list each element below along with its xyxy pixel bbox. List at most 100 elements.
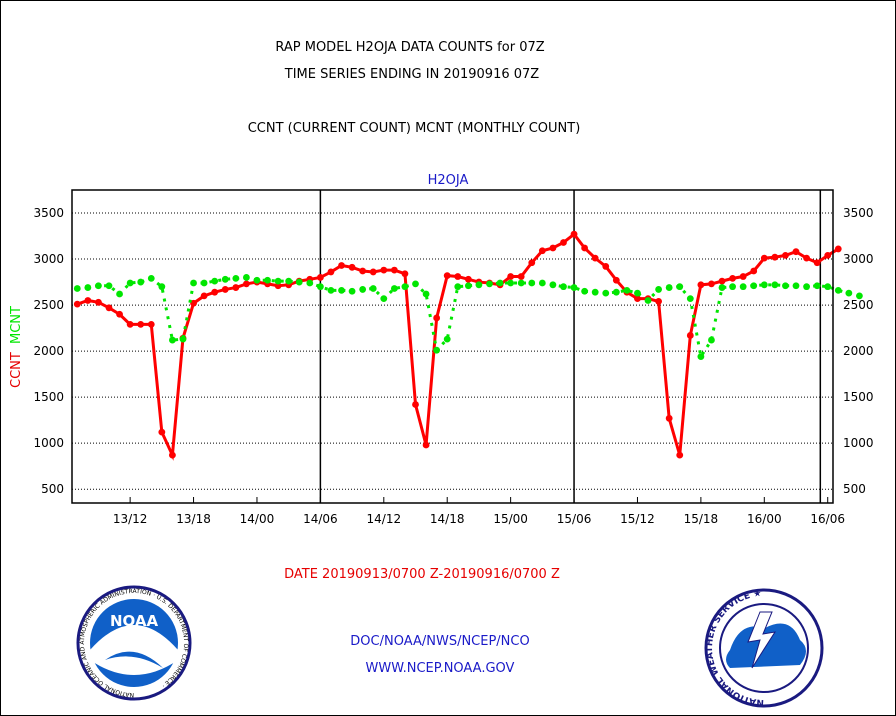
point-mcnt (655, 286, 663, 293)
point-ccnt (443, 272, 451, 280)
point-mcnt (253, 276, 261, 284)
point-mcnt (232, 274, 240, 282)
point-ccnt (242, 280, 250, 288)
point-ccnt (591, 254, 599, 262)
axis-layer: 500 500 1000 1000 1500 1500 2000 2000 2500 2500 30… (33, 189, 874, 526)
x-tick-label: 16/00 (747, 512, 782, 526)
point-ccnt (549, 244, 557, 252)
x-tick-label: 14/00 (240, 512, 275, 526)
point-mcnt (412, 280, 419, 288)
point-ccnt (697, 281, 705, 289)
point-mcnt (771, 281, 779, 289)
point-ccnt (211, 288, 219, 296)
point-ccnt (158, 428, 166, 436)
point-mcnt (158, 283, 166, 291)
point-mcnt (517, 279, 525, 287)
point-ccnt (665, 414, 673, 422)
x-tick-label: 14/18 (430, 512, 465, 526)
point-ccnt (412, 401, 419, 408)
y-tick-label-left: 3000 (33, 252, 64, 266)
point-mcnt (264, 276, 271, 284)
point-mcnt (211, 277, 219, 285)
y-tick-label-right: 3000 (843, 252, 874, 266)
y-tick-label-right: 1500 (843, 390, 874, 404)
point-mcnt (729, 283, 736, 291)
point-mcnt (570, 284, 578, 291)
point-ccnt (581, 244, 589, 252)
point-ccnt (739, 273, 747, 280)
point-mcnt (782, 282, 789, 290)
plot-border (71, 189, 834, 504)
point-ccnt (327, 268, 335, 276)
point-mcnt (708, 336, 715, 344)
point-mcnt (792, 282, 800, 290)
point-mcnt (348, 287, 356, 295)
point-ccnt (612, 276, 620, 284)
point-ccnt (824, 251, 832, 259)
point-ccnt (433, 314, 441, 322)
x-tick-label: 16/06 (810, 512, 845, 526)
point-mcnt (665, 284, 673, 291)
point-ccnt (517, 273, 525, 280)
point-mcnt (644, 297, 652, 304)
ylabel-ccnt: CCNT (9, 352, 24, 388)
point-ccnt (560, 239, 567, 246)
point-ccnt (834, 245, 842, 253)
grid-layer (72, 190, 833, 503)
point-mcnt (306, 279, 314, 287)
point-mcnt (813, 282, 821, 290)
point-ccnt (528, 259, 536, 267)
noaa-logo-text: NOAA (110, 612, 159, 630)
point-ccnt (200, 292, 208, 300)
y-tick-label-right: 3500 (843, 206, 874, 220)
point-mcnt (422, 290, 430, 298)
point-mcnt (443, 335, 451, 343)
nws-logo-icon: NATIONAL WEATHER SERVICE ★ (704, 588, 824, 708)
x-tick-label: 14/06 (303, 512, 338, 526)
series-line-ccnt (76, 232, 840, 461)
point-mcnt (464, 282, 472, 290)
point-ccnt (792, 248, 800, 256)
y-tick-label-left: 1000 (33, 436, 64, 450)
point-mcnt (433, 346, 441, 354)
url-label: WWW.NCEP.NOAA.GOV (366, 661, 515, 676)
point-ccnt (190, 299, 197, 307)
point-mcnt (126, 279, 134, 287)
x-tick-label: 15/12 (620, 512, 655, 526)
point-mcnt (750, 282, 758, 290)
point-mcnt (369, 285, 377, 292)
y-tick-label-right: 2000 (843, 344, 874, 358)
y-tick-label-right: 2500 (843, 298, 874, 312)
point-ccnt (729, 274, 736, 282)
x-tick-label: 13/12 (113, 512, 148, 526)
x-tick-label: 14/12 (367, 512, 402, 526)
point-mcnt (105, 282, 113, 290)
point-ccnt (760, 254, 768, 262)
point-ccnt (390, 266, 398, 274)
point-mcnt (602, 289, 610, 297)
point-ccnt (750, 267, 758, 275)
point-ccnt (676, 451, 684, 459)
point-mcnt (116, 290, 123, 298)
point-mcnt (718, 284, 726, 291)
point-mcnt (454, 283, 462, 291)
point-mcnt (507, 279, 515, 287)
point-mcnt (760, 281, 768, 289)
point-ccnt (538, 247, 546, 255)
point-mcnt (856, 292, 863, 300)
point-ccnt (454, 273, 462, 280)
point-mcnt (73, 285, 81, 292)
point-ccnt (169, 451, 176, 459)
point-ccnt (95, 298, 102, 306)
point-ccnt (137, 321, 145, 328)
y-tick-label-left: 1500 (33, 390, 64, 404)
y-tick-label-left: 3500 (33, 206, 64, 220)
point-mcnt (84, 284, 92, 291)
point-mcnt (486, 280, 493, 288)
chart-title-line2: TIME SERIES ENDING IN 20190916 07Z (284, 67, 540, 82)
y-tick-label-left: 500 (41, 482, 64, 496)
point-mcnt (327, 286, 335, 294)
point-mcnt (581, 287, 589, 295)
point-mcnt (221, 275, 229, 283)
